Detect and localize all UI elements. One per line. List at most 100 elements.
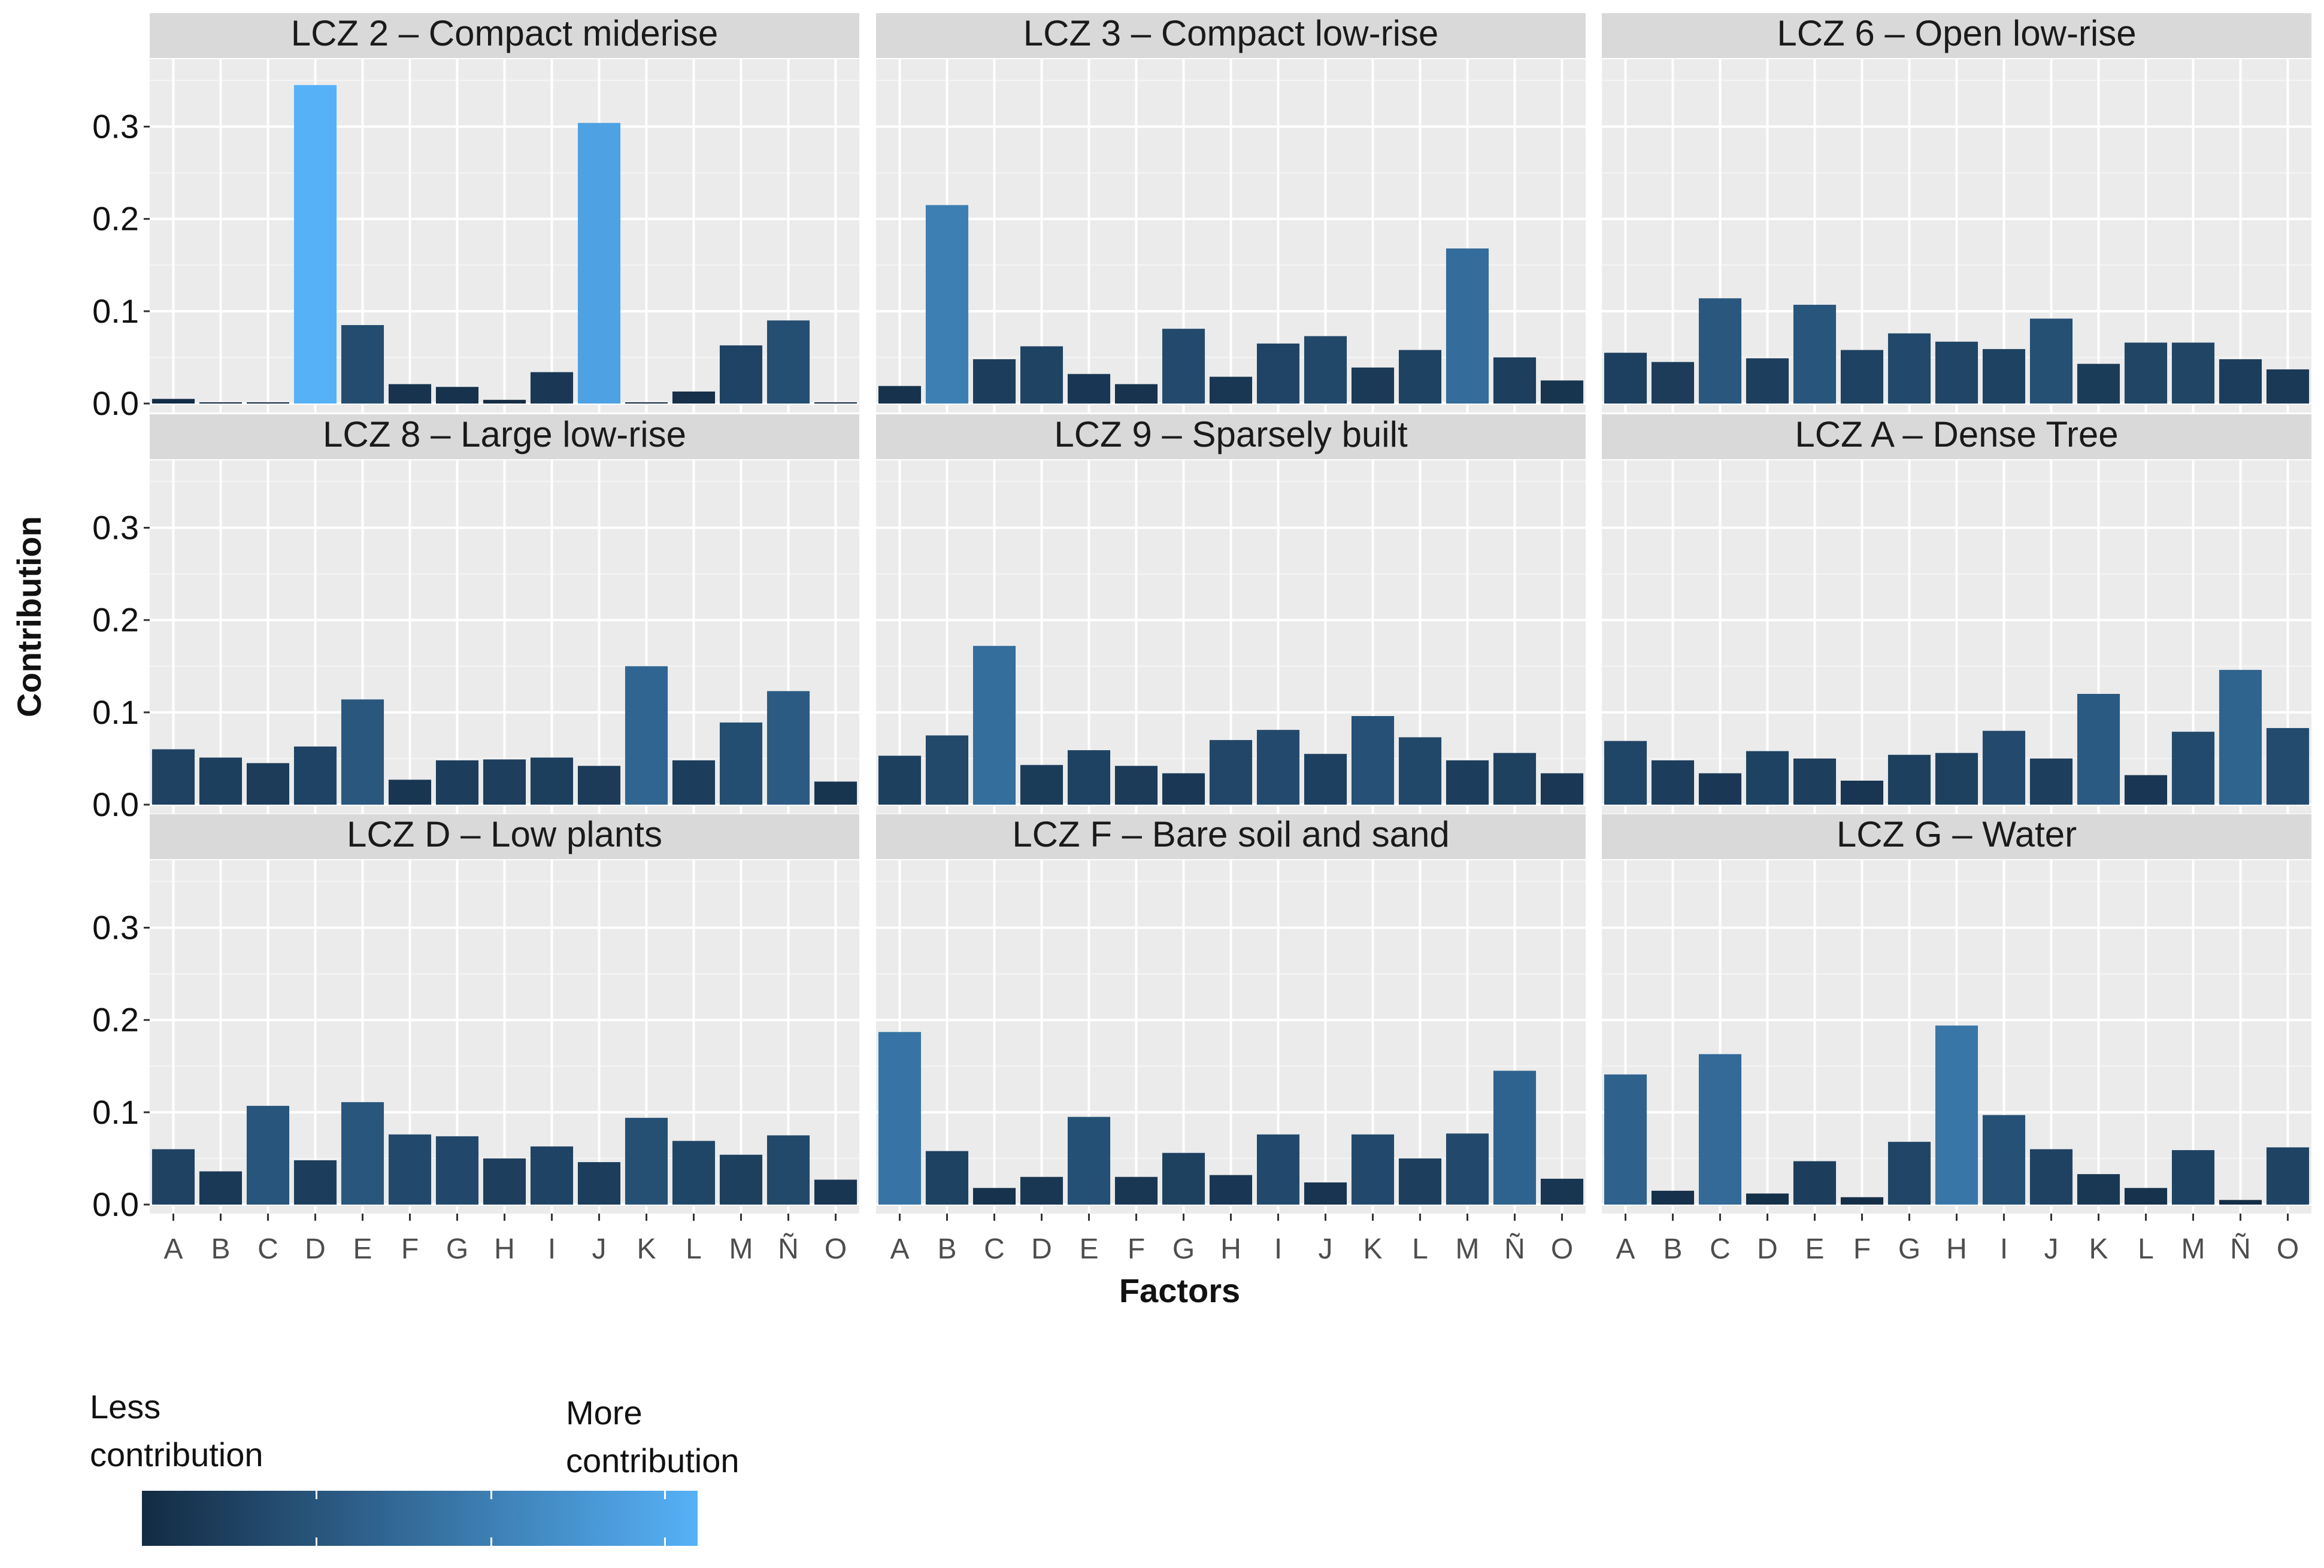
axis-layer: 0.00.10.20.30.00.10.20.30.00.10.20.3A B C D… [92,108,2299,1266]
x-tick-label: A [890,1233,909,1265]
y-tick-label: 0.2 [92,601,139,639]
bar [625,1118,668,1205]
bar [1304,754,1347,805]
bar [719,722,763,805]
x-tick-label: D [1031,1233,1052,1265]
x-tick-label: H [1946,1233,1967,1265]
bar [152,749,195,805]
bar [341,699,384,805]
legend-tick [316,1537,317,1546]
legend-tick [664,1537,666,1546]
x-tick-label: K [2089,1233,2108,1265]
bar [1020,346,1063,404]
legend-more-label: More contribution [566,1394,740,1479]
bar [766,691,810,805]
x-tick-label: B [937,1233,956,1265]
bar [672,391,716,404]
bar [1651,1190,1695,1205]
bar [199,402,243,404]
bar [293,746,337,805]
x-tick-label: B [1663,1233,1682,1265]
x-tick-label: J [2044,1233,2059,1265]
bar [1256,1134,1300,1205]
x-tick-label: B [211,1233,230,1265]
bar [766,1135,810,1205]
bar [1256,730,1300,805]
bar [1020,765,1063,805]
bar [1887,754,1931,805]
legend-tick [490,1537,492,1546]
x-tick-label: I [1274,1233,1282,1265]
facet-panel: LCZ 6 – Open low-rise [1602,13,2311,413]
bar [1351,1134,1395,1205]
bar [1493,1070,1537,1205]
bar [388,1134,432,1205]
bar [2266,728,2310,805]
bar [1651,760,1695,805]
facet-strip [876,814,1586,859]
x-tick-label: F [1128,1233,1145,1265]
bar [1982,730,2026,805]
facet-panel: LCZ F – Bare soil and sand [876,814,1586,1214]
y-tick-label: 0.1 [92,1093,139,1131]
bar [1351,367,1395,404]
bar [577,766,621,805]
x-tick-label: G [1172,1233,1195,1265]
facet-panel: LCZ 3 – Compact low-rise [876,13,1586,413]
bar [483,1158,526,1205]
bar [530,1146,574,1205]
bar [972,1188,1016,1205]
bar [1020,1176,1063,1205]
bar [152,399,195,404]
bar [878,756,922,805]
bar [1446,760,1489,805]
bar [388,384,432,404]
bar [246,1106,290,1205]
panels-layer: LCZ 2 – Compact miderise LCZ 3 – Compact … [150,13,2311,1214]
x-tick-label: L [1412,1233,1428,1265]
bar [719,345,763,404]
bar [1162,329,1205,404]
bar [1493,753,1537,805]
y-tick-label: 0.0 [92,785,139,823]
legend-tick [664,1491,666,1499]
x-tick-label: J [1319,1233,1333,1265]
bar [625,666,668,805]
legend-tick [316,1491,317,1499]
x-tick-label: I [2000,1233,2008,1265]
x-tick-label: E [1805,1233,1824,1265]
bar [2219,359,2262,404]
bar [1698,1054,1742,1205]
bar [1935,1025,1978,1205]
legend-tick [490,1491,492,1499]
x-tick-label: H [494,1233,515,1265]
y-axis-title: Contribution [10,516,48,717]
x-tick-label: Ñ [778,1233,799,1265]
facet-strip [876,414,1586,459]
bar [246,763,290,805]
x-tick-label: M [1456,1233,1480,1265]
x-tick-label: G [446,1233,468,1265]
bar [1840,350,1884,404]
x-tick-label: O [2277,1233,2299,1265]
facet-title: LCZ 6 – Open low-rise [1777,13,2136,53]
facet-panel: LCZ D – Low plants [150,814,859,1214]
bar [1840,780,1884,805]
bar [1746,1193,1789,1205]
bar [925,205,969,404]
y-tick-label: 0.1 [92,292,139,330]
x-tick-label: O [825,1233,847,1265]
bar [530,757,574,805]
bar [1982,1115,2026,1205]
bar [766,320,810,404]
bar [1114,1176,1158,1205]
bar [1162,1153,1205,1205]
x-tick-label: M [2181,1233,2205,1265]
bar [2266,1147,2310,1205]
bar [1935,753,1978,805]
bar [2171,342,2215,404]
bar [1209,1175,1253,1205]
y-tick-label: 0.1 [92,693,139,731]
bar [1746,751,1789,805]
bar [719,1154,763,1205]
